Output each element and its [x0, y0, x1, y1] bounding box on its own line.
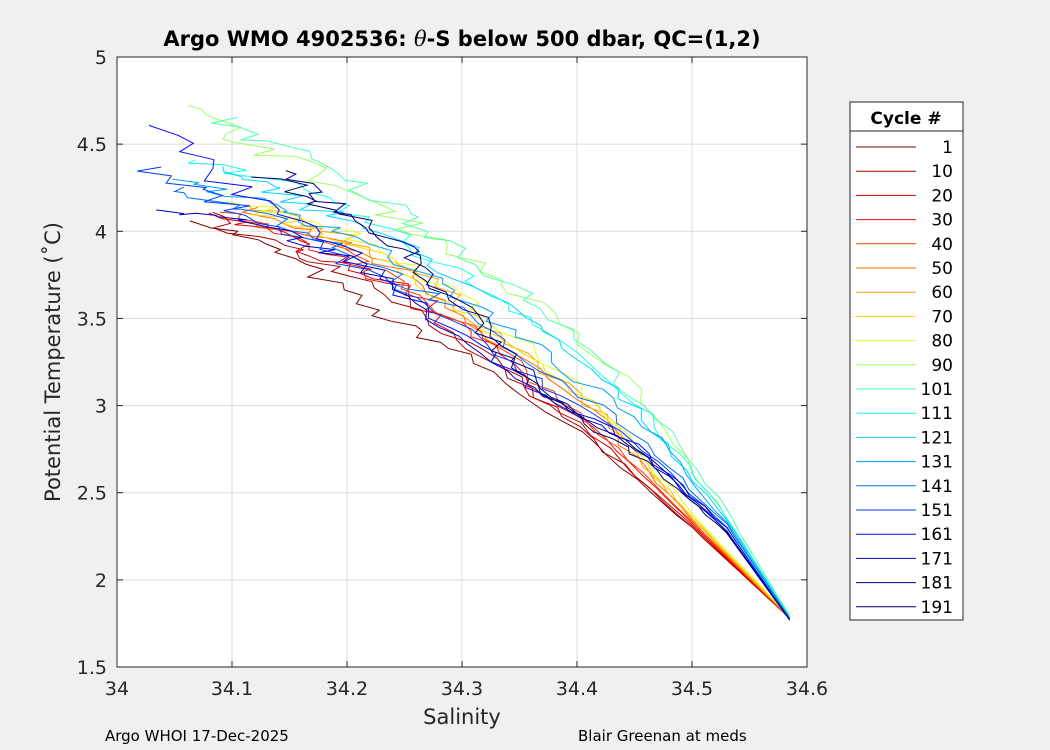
legend: Cycle # 11020304050607080901011111211311…	[849, 101, 964, 621]
legend-label-141: 141	[921, 477, 953, 497]
series-lines	[137, 105, 791, 621]
series-line-131	[172, 178, 791, 619]
x-tick-label: 34.5	[671, 678, 713, 700]
legend-label-131: 131	[921, 453, 953, 473]
legend-label-30: 30	[931, 211, 953, 231]
y-tick-label: 4	[95, 221, 107, 243]
legend-label-20: 20	[931, 186, 953, 206]
series-line-80	[226, 200, 791, 617]
legend-label-121: 121	[921, 428, 953, 448]
series-line-111	[188, 159, 791, 617]
legend-label-10: 10	[931, 162, 953, 182]
series-line-50	[241, 206, 791, 619]
series-line-151	[137, 166, 791, 621]
x-tick-label: 34.2	[326, 678, 368, 700]
x-tick-label: 34	[105, 678, 129, 700]
y-tick-label: 1.5	[77, 657, 107, 679]
y-tick-label: 2.5	[77, 483, 107, 505]
x-tick-label: 34.3	[441, 678, 483, 700]
legend-title: Cycle #	[870, 109, 941, 129]
series-line-141	[172, 186, 791, 619]
grid	[117, 57, 807, 667]
x-axis-label: Salinity	[423, 705, 501, 729]
footer-left: Argo WHOI 17-Dec-2025	[105, 727, 289, 745]
x-tick-label: 34.6	[786, 678, 828, 700]
legend-label-181: 181	[921, 574, 953, 594]
series-line-101	[211, 116, 791, 617]
axis-ticks: 34 34.1 34.2 34.3 34.4 34.5 34.6 1.5 2 2.5 3 3.5 4 4.…	[77, 47, 828, 700]
legend-label-151: 151	[921, 501, 953, 521]
series-line-70	[251, 211, 791, 617]
legend-label-101: 101	[921, 380, 953, 400]
y-tick-label: 3.5	[77, 308, 107, 330]
legend-label-40: 40	[931, 235, 953, 255]
legend-label-50: 50	[931, 259, 953, 279]
legend-label-111: 111	[921, 404, 953, 424]
chart-title: Argo WMO 4902536: θ-S below 500 dbar, QC…	[163, 27, 760, 51]
legend-label-191: 191	[921, 598, 953, 618]
series-line-10	[211, 211, 791, 619]
footer-right: Blair Greenan at meds	[578, 727, 747, 745]
x-tick-label: 34.1	[211, 678, 253, 700]
legend-items: 1 10 20 30 40 50 60 70 80 90 101 111 121 131 141 151 161…	[856, 138, 953, 618]
y-tick-label: 4.5	[77, 134, 107, 156]
series-line-20	[208, 212, 791, 619]
legend-label-161: 161	[921, 525, 953, 545]
legend-label-80: 80	[931, 332, 953, 352]
legend-label-90: 90	[931, 356, 953, 376]
x-tick-label: 34.4	[556, 678, 598, 700]
legend-label-1: 1	[942, 138, 953, 158]
series-line-191	[251, 176, 791, 621]
series-line-121	[222, 166, 791, 619]
legend-label-171: 171	[921, 549, 953, 569]
y-axis-label: Potential Temperature (˚C)	[41, 222, 65, 502]
series-line-161	[148, 124, 791, 621]
legend-box	[849, 101, 964, 621]
y-tick-label: 2	[95, 570, 107, 592]
legend-label-70: 70	[931, 307, 953, 327]
y-tick-label: 3	[95, 396, 107, 418]
legend-label-60: 60	[931, 283, 953, 303]
y-tick-label: 5	[95, 47, 107, 69]
